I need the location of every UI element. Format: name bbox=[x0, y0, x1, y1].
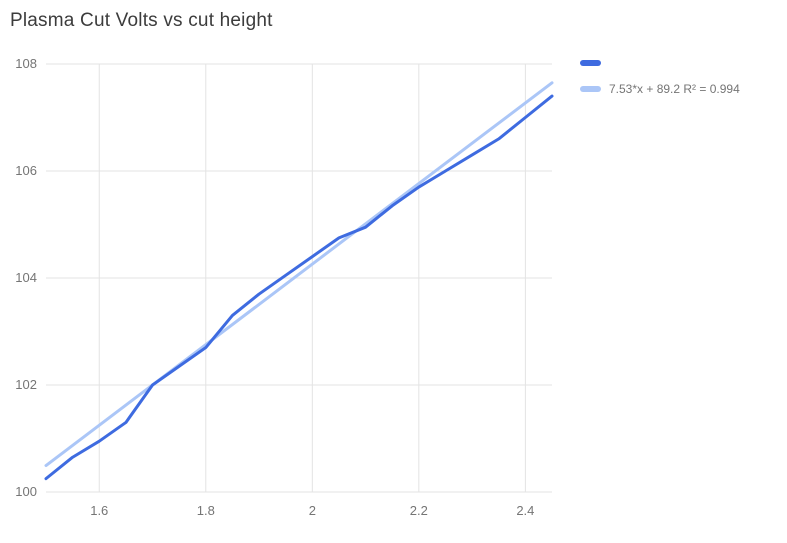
svg-text:108: 108 bbox=[15, 56, 37, 71]
svg-text:104: 104 bbox=[15, 270, 37, 285]
legend-item-series[interactable] bbox=[580, 55, 740, 70]
svg-text:102: 102 bbox=[15, 377, 37, 392]
series-swatch bbox=[580, 59, 601, 66]
svg-text:2.4: 2.4 bbox=[516, 503, 534, 518]
svg-text:100: 100 bbox=[15, 484, 37, 499]
svg-text:2.2: 2.2 bbox=[410, 503, 428, 518]
trendline-swatch bbox=[580, 85, 601, 92]
svg-text:106: 106 bbox=[15, 163, 37, 178]
svg-text:2: 2 bbox=[309, 503, 316, 518]
svg-text:1.8: 1.8 bbox=[197, 503, 215, 518]
chart-title: Plasma Cut Volts vs cut height bbox=[10, 10, 273, 31]
legend-item-trendline[interactable]: 7.53*x + 89.2 R² = 0.994 bbox=[580, 81, 740, 96]
svg-text:1.6: 1.6 bbox=[90, 503, 108, 518]
chart-legend: 7.53*x + 89.2 R² = 0.994 bbox=[580, 55, 740, 96]
legend-trendline-label: 7.53*x + 89.2 R² = 0.994 bbox=[609, 81, 740, 96]
